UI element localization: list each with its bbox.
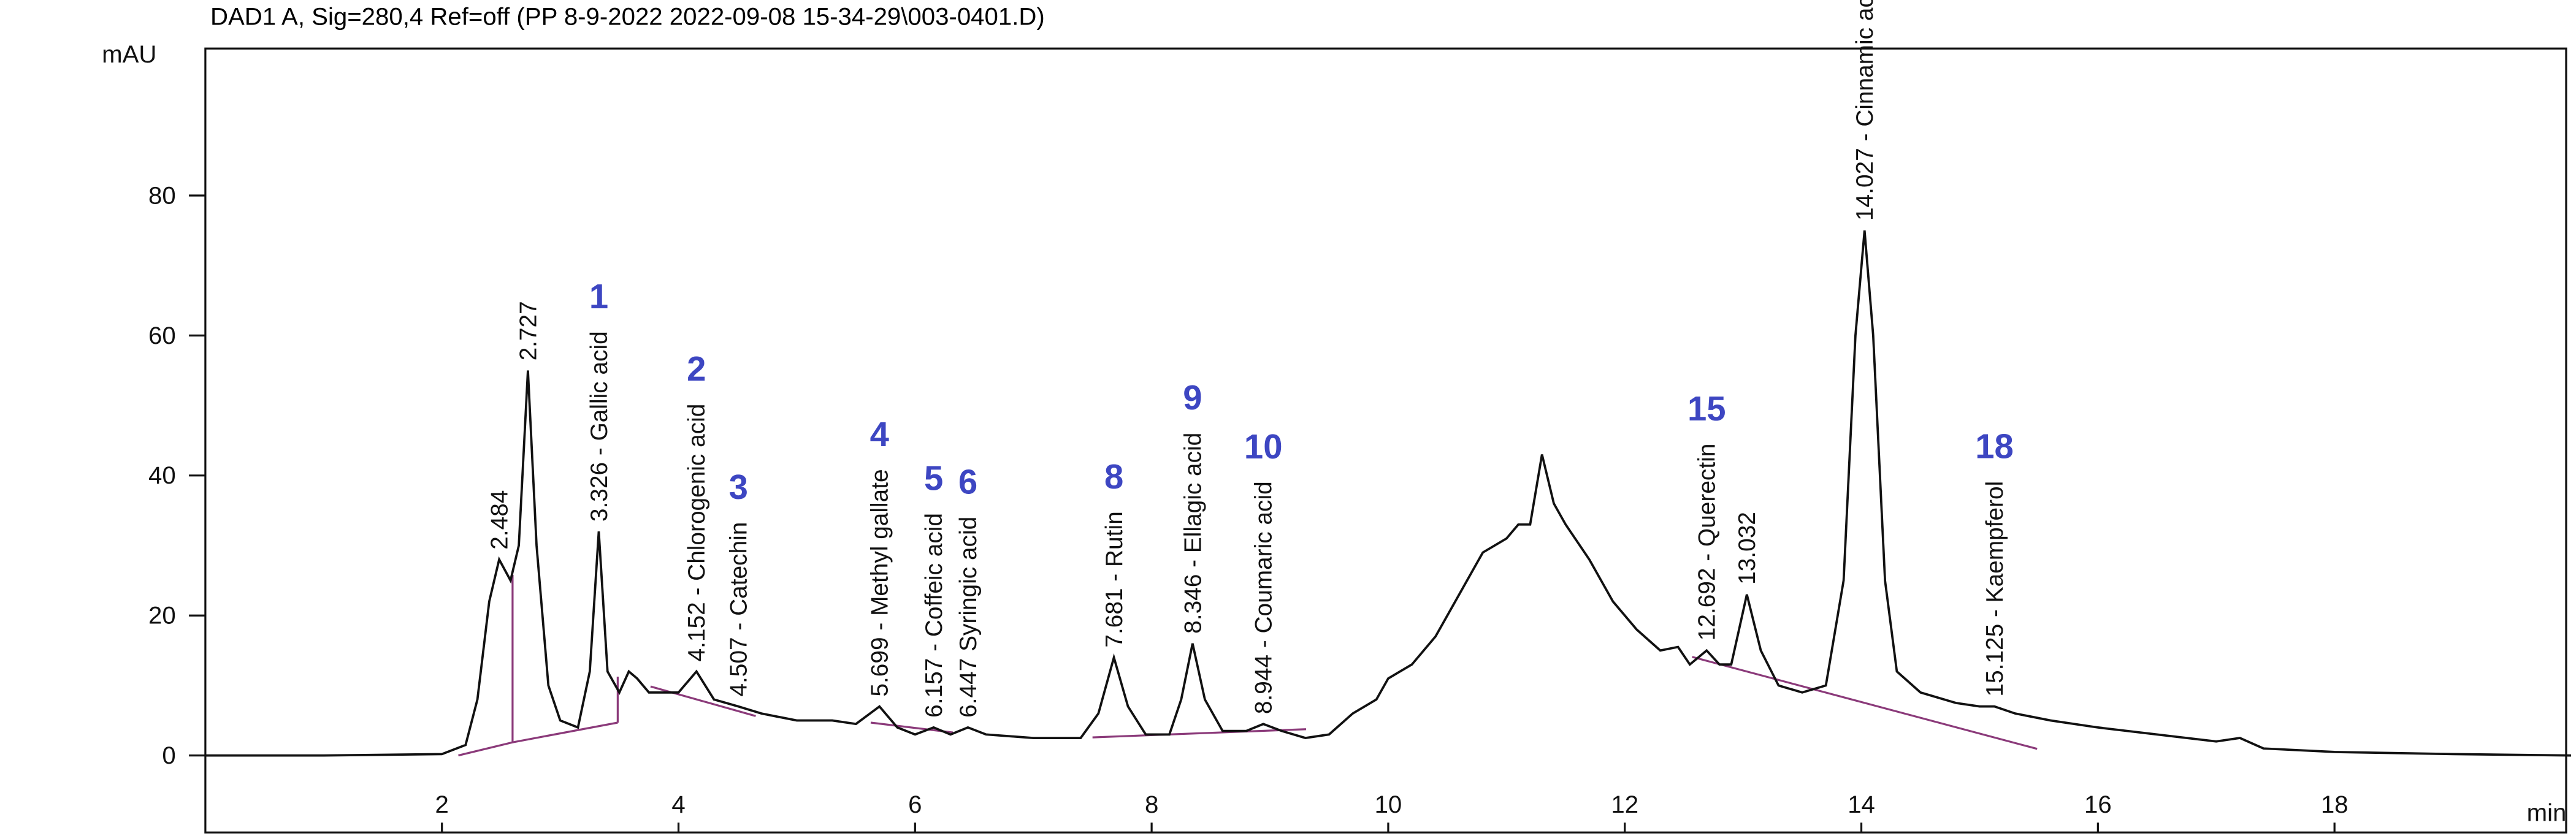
chart-title: DAD1 A, Sig=280,4 Ref=off (PP 8-9-2022 2… [210, 2, 1045, 30]
baseline [512, 721, 618, 743]
x-tick-label: 16 [2084, 791, 2112, 818]
trace [205, 230, 2571, 757]
peak-label: 5.699 - Methyl gallate [867, 469, 893, 696]
x-tick-label: 12 [1611, 791, 1638, 818]
baseline [1092, 728, 1307, 739]
baselines [458, 574, 2038, 757]
baseline [1692, 656, 2038, 750]
peak-number: 3 [729, 468, 748, 506]
x-tick-label: 2 [435, 791, 449, 818]
peak-label: 2.484 [486, 490, 513, 550]
peak-number: 5 [924, 459, 943, 498]
x-tick-label: 6 [908, 791, 922, 818]
y-tick-label: 60 [148, 322, 176, 349]
peak-number: 10 [1244, 427, 1283, 466]
plot-frame [204, 47, 2567, 834]
peak-label: 13.032 [1734, 512, 1760, 585]
peak-label: 8.346 - Ellagic acid [1180, 433, 1206, 634]
peak-number: 4 [870, 415, 889, 454]
x-tick-label: 14 [1848, 791, 1875, 818]
peak-label: 15.125 - Kaempferol [1982, 481, 2008, 697]
y-tick-label: 40 [148, 462, 176, 489]
peak-number: 6 [958, 462, 977, 501]
peak-label: 2.727 [515, 301, 541, 360]
peak-label: 8.944 - Coumaric acid [1251, 481, 1277, 714]
y-tick-label: 80 [148, 181, 176, 209]
x-axis-label: min [2527, 799, 2567, 827]
peak-label: 4.152 - Chlorogenic acid [684, 404, 710, 662]
peak-label: 12.692 - Querectin [1694, 444, 1721, 641]
peak-number: 9 [1183, 378, 1202, 417]
peak-label: 6.157 - Coffeic acid [921, 513, 947, 718]
x-tick-label: 18 [2321, 791, 2349, 818]
x-tick-label: 8 [1145, 791, 1158, 818]
x-tick-label: 4 [671, 791, 685, 818]
y-axis-label: mAU [102, 40, 156, 68]
peak-label: 7.681 - Rutin [1101, 511, 1128, 647]
peak-number: 1 [589, 277, 608, 316]
peak-number: 15 [1687, 389, 1726, 428]
peak-label: 6.447 Syringic acid [955, 517, 982, 718]
peak-number: 2 [687, 349, 706, 388]
peak-number: 18 [1975, 427, 2014, 465]
peak-label: 4.507 - Catechin [726, 522, 752, 697]
y-tick-label: 0 [162, 742, 175, 769]
y-tick-label: 20 [148, 602, 176, 629]
peak-label: 3.326 - Gallic acid [586, 331, 613, 522]
peak-label: 14.027 - Cinnamic acid [1852, 0, 1878, 221]
x-tick-label: 10 [1375, 791, 1402, 818]
peak-number: 8 [1104, 457, 1123, 496]
baseline [458, 741, 513, 757]
